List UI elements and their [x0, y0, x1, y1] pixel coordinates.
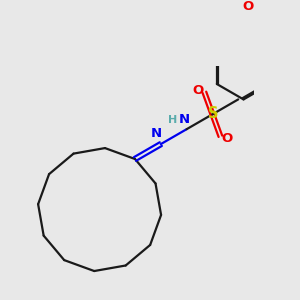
- Text: O: O: [192, 84, 204, 97]
- Text: S: S: [208, 106, 219, 121]
- Text: O–CH₃: O–CH₃: [261, 0, 291, 2]
- Text: O: O: [242, 0, 254, 13]
- Text: N: N: [179, 113, 190, 126]
- Text: N: N: [151, 127, 162, 140]
- Text: O: O: [221, 132, 232, 145]
- Text: H: H: [168, 115, 177, 124]
